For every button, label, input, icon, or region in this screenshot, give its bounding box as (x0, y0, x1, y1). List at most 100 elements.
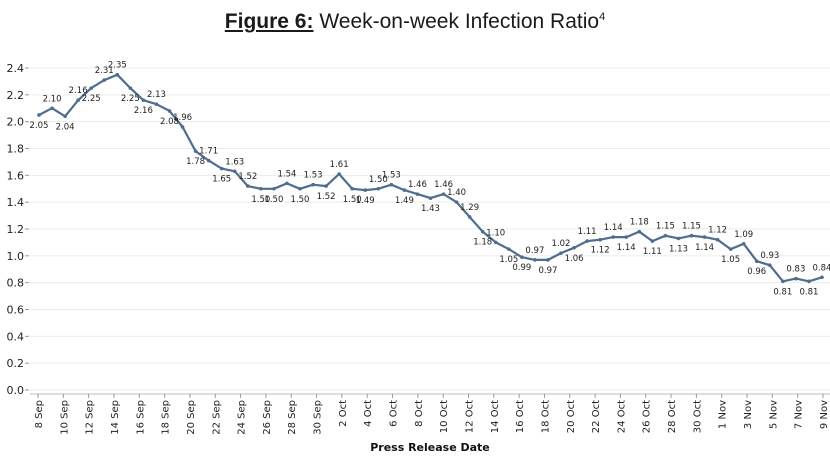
data-label: 1.63 (225, 157, 244, 167)
data-label: 1.53 (382, 171, 401, 181)
data-point (402, 188, 407, 192)
data-label: 1.09 (734, 230, 753, 240)
data-label: 1.43 (421, 204, 440, 214)
y-tick-label: 0.8 (7, 277, 25, 290)
x-tick-label: 6 Oct (389, 400, 400, 427)
data-point (598, 237, 602, 242)
data-point (637, 229, 642, 234)
data-point (702, 235, 707, 239)
data-label: 1.46 (408, 180, 427, 190)
data-point (741, 241, 746, 246)
data-labels: 2.052.102.042.162.252.312.352.252.162.13… (30, 61, 830, 298)
data-label: 1.52 (317, 192, 336, 202)
x-tick-label: 7 Nov (794, 400, 805, 429)
data-point (520, 255, 524, 259)
data-label: 1.12 (708, 226, 727, 236)
data-point (285, 181, 289, 186)
data-point (37, 113, 41, 117)
x-tick-label: 24 Oct (616, 400, 627, 433)
data-label: 1.50 (291, 195, 310, 205)
data-point (232, 169, 237, 174)
data-label: 1.65 (212, 175, 231, 185)
figure-number: Figure 6: (224, 10, 314, 33)
data-label: 1.11 (578, 227, 597, 237)
data-label: 1.11 (643, 247, 662, 257)
data-point (63, 114, 67, 119)
x-tick-label: 26 Sep (262, 400, 273, 435)
data-label: 1.02 (552, 239, 571, 249)
x-tick-label: 3 Nov (743, 400, 754, 429)
data-point (507, 247, 511, 251)
x-tick-label: 8 Sep (34, 400, 45, 428)
data-point (493, 240, 498, 245)
data-point (715, 237, 720, 242)
x-tick-label: 4 Oct (363, 400, 374, 427)
data-point (585, 239, 589, 243)
data-point (546, 258, 550, 262)
data-point (794, 276, 798, 281)
x-tick-label: 18 Sep (161, 400, 172, 435)
x-axis: 8 Sep 10 Sep 12 Sep 14 Sep 16 Sep 18 Sep 20 Se… (30, 393, 830, 435)
data-label: 2.31 (95, 66, 114, 76)
data-label: 1.54 (277, 169, 296, 179)
y-tick-label: 1.8 (7, 143, 25, 156)
x-tick-label: 28 Oct (667, 400, 678, 433)
x-tick-label: 28 Sep (287, 400, 298, 435)
data-point (128, 86, 133, 90)
y-tick-label: 0.6 (7, 304, 25, 317)
data-point (311, 182, 315, 187)
data-label: 1.53 (304, 171, 323, 181)
data-label: 1.15 (656, 222, 675, 232)
chart-title: Figure 6: Week-on-week Infection Ratio4 (0, 10, 830, 34)
x-tick-label: 12 Sep (85, 400, 96, 435)
x-tick-label: 1 Nov (718, 400, 729, 429)
data-label: 1.52 (238, 172, 257, 182)
data-label: 1.50 (251, 195, 270, 205)
data-label: 0.99 (512, 263, 531, 273)
y-axis: 0.0 0.2 0.4 0.6 0.8 1.0 1.2 1.4 1.6 1.8 2.0 2.2 2.4 (7, 62, 29, 397)
y-tick-label: 0.0 (7, 384, 25, 397)
data-point (89, 86, 93, 90)
x-tick-label: 20 Sep (186, 400, 197, 435)
data-point (337, 172, 341, 176)
data-label: 1.18 (630, 218, 649, 228)
data-label: 0.81 (799, 287, 818, 297)
data-label: 1.50 (343, 195, 362, 205)
x-tick-label: 9 Nov (819, 400, 830, 429)
data-point (180, 125, 185, 129)
x-tick-label: 5 Nov (768, 400, 779, 429)
data-label: 1.78 (186, 157, 205, 167)
data-label: 2.25 (82, 94, 101, 104)
x-tick-label: 16 Sep (135, 400, 146, 435)
gridlines (30, 67, 830, 391)
data-point (389, 182, 394, 187)
y-tick-label: 1.2 (7, 223, 25, 236)
data-point (754, 259, 759, 264)
data-point (441, 192, 446, 196)
y-tick-label: 1.4 (7, 196, 25, 209)
data-label: 1.06 (565, 254, 584, 264)
data-label: 1.18 (473, 238, 492, 248)
data-label: 0.83 (786, 265, 805, 275)
data-point (298, 186, 302, 191)
data-point (246, 184, 250, 188)
data-label: 1.05 (499, 255, 518, 265)
figure-caption: Week-on-week Infection Ratio (313, 10, 600, 33)
y-tick-label: 0.2 (7, 357, 25, 370)
data-label: 0.97 (525, 246, 544, 256)
data-label: 1.14 (617, 243, 636, 253)
data-point (820, 275, 824, 280)
data-label: 2.10 (43, 94, 62, 104)
data-point (624, 235, 629, 239)
data-point (102, 78, 107, 82)
y-tick-label: 1.0 (7, 250, 25, 263)
data-label: 1.15 (682, 222, 701, 232)
data-point (559, 251, 563, 255)
data-label: 1.05 (721, 255, 740, 265)
data-label: 1.49 (395, 196, 414, 206)
data-label: 2.25 (121, 94, 140, 104)
y-tick-label: 0.4 (7, 330, 25, 343)
data-point (415, 192, 420, 196)
data-label: 2.08 (160, 117, 179, 127)
